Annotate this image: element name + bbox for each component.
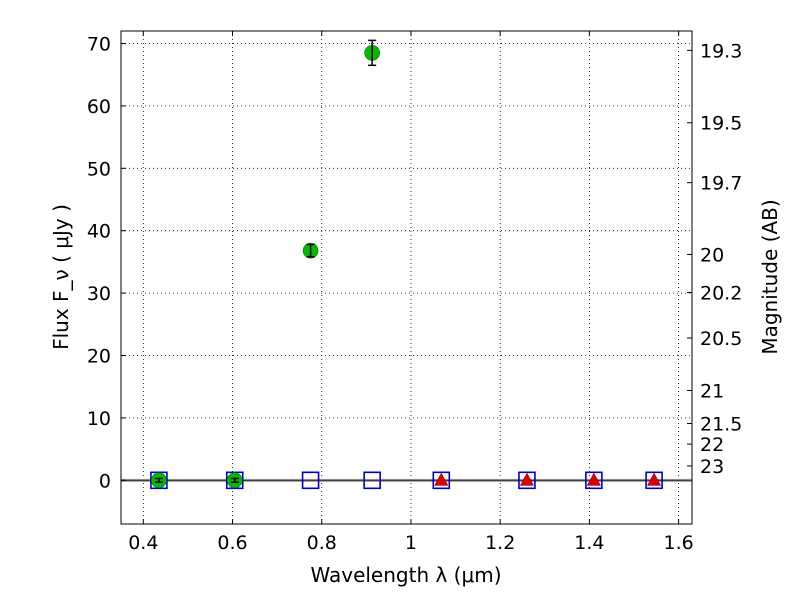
triangle-marker [647,472,662,486]
y-tick-label: 0 [99,470,111,492]
y2-tick-label: 23 [700,456,724,478]
x-tick-label: 1.4 [574,532,604,554]
y-tick-label: 20 [87,346,111,368]
x-tick-label: 0.6 [217,532,247,554]
y-tick-label: 30 [87,283,111,305]
plot-background [121,31,692,524]
square-marker [432,471,451,490]
y-tick-label: 40 [87,221,111,243]
plot-frame [120,30,693,525]
y-axis-title: Flux F_ν ( μJy ) [49,204,73,350]
x-tick-label: 1 [405,532,417,554]
y2-tick-label: 19.5 [700,113,742,135]
data-marks [150,39,663,490]
square-marker [225,471,244,490]
square-marker [363,471,381,490]
y2-axis-title: Magnitude (AB) [758,199,782,354]
x-tick-label: 1.6 [664,532,694,554]
y2-tick-label: 22 [700,434,724,456]
y-tick-label: 50 [87,158,111,180]
y2-tick-label: 19.3 [700,40,742,62]
x-tick-label: 1.2 [485,532,515,554]
y2-tick-label: 19.7 [700,173,742,195]
triangle-marker [519,472,534,486]
y2-tick-label: 20 [700,244,724,266]
y2-tick-label: 21.5 [700,414,742,436]
y2-tick-label: 20.2 [700,282,742,304]
x-axis-title: Wavelength λ (μm) [310,563,501,587]
y-tick-label: 70 [87,33,111,55]
square-marker [518,471,536,490]
x-tick-label: 0.8 [307,532,337,554]
square-marker [301,471,320,490]
y-tick-label: 60 [87,96,111,118]
triangle-marker [434,472,449,486]
square-marker [585,471,603,490]
axis-ticks: 0.4 0.6 0.8 1 1.2 1.4 1.6 0 10 20 30 40 50 60 70 19.3 19… [87,31,742,554]
triangle-marker [586,472,601,486]
y2-tick-label: 20.5 [700,328,742,350]
y-tick-label: 10 [87,408,111,430]
x-tick-label: 0.4 [128,532,158,554]
y2-tick-label: 21 [700,380,724,402]
square-marker [645,471,663,490]
square-marker [150,471,168,490]
